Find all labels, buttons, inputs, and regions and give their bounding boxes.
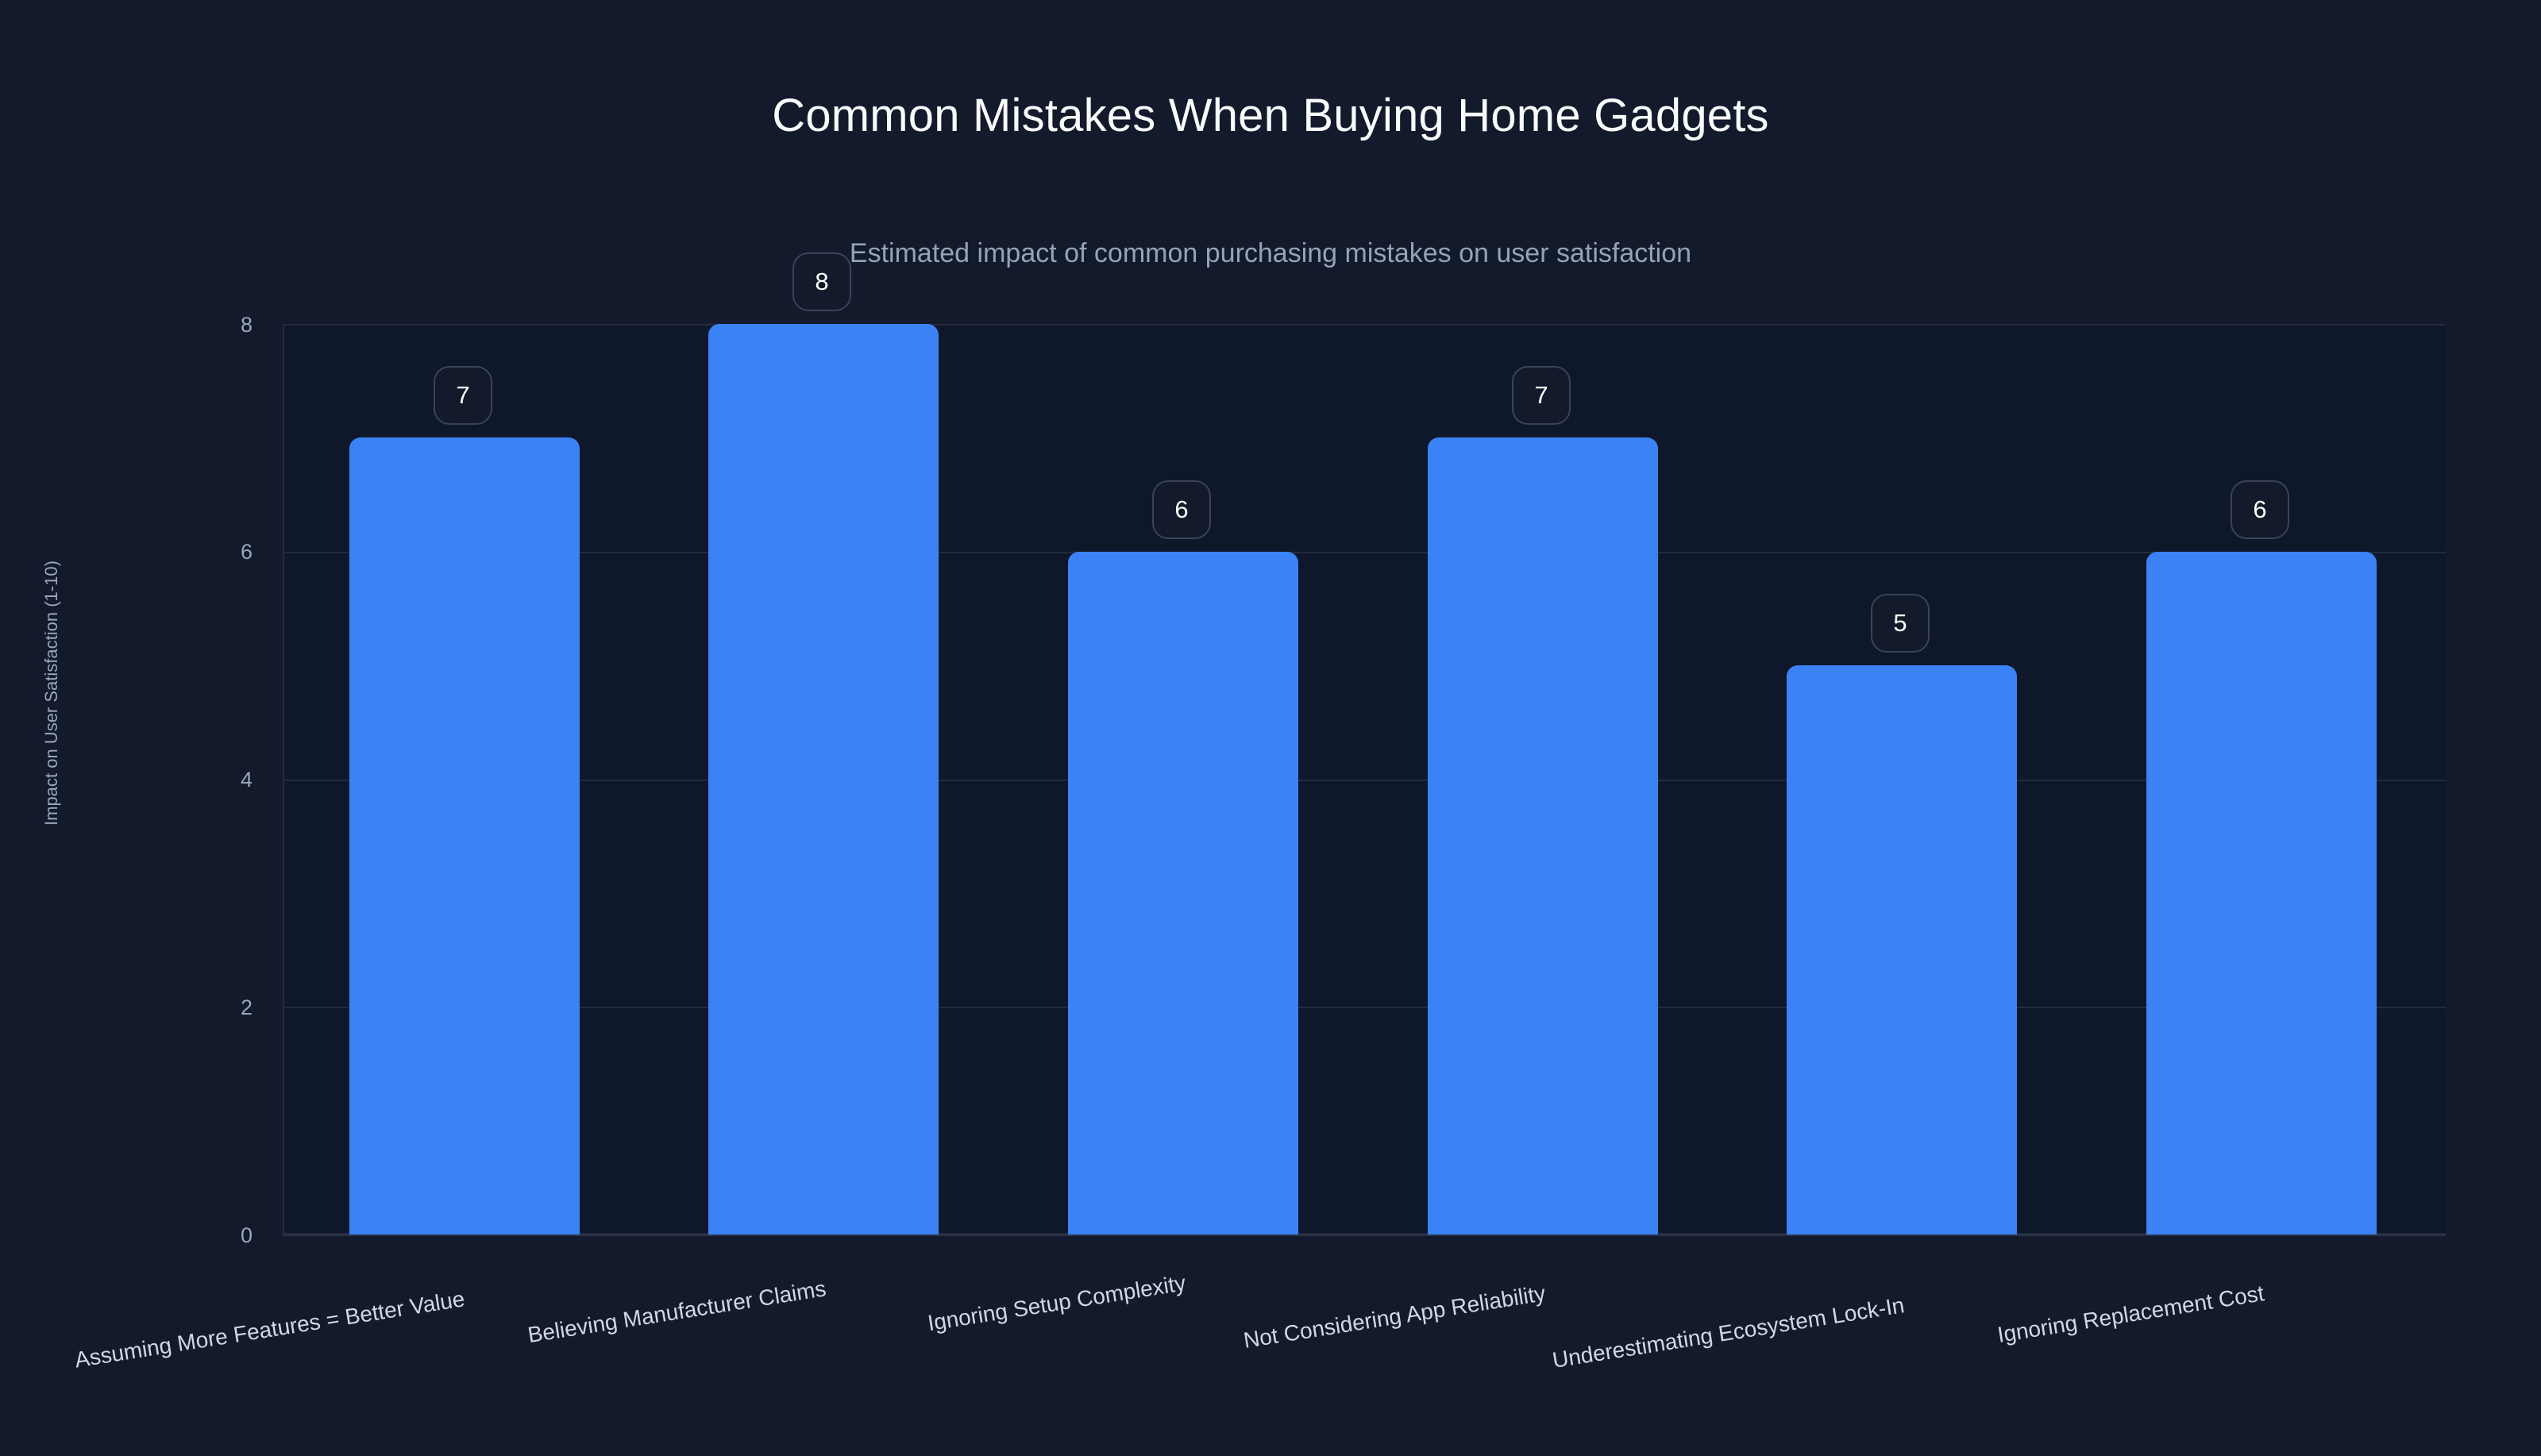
bar-ignoring-replacement-cost[interactable] bbox=[2146, 552, 2377, 1235]
value-badge-1: 7 bbox=[434, 366, 492, 425]
bar-assuming-more-features[interactable] bbox=[349, 437, 580, 1235]
value-badge-6: 6 bbox=[2231, 480, 2289, 539]
value-badge-5: 5 bbox=[1871, 594, 1930, 653]
plot-area bbox=[283, 324, 2446, 1235]
y-tick-label-8: 8 bbox=[240, 313, 253, 337]
gridline-6 bbox=[284, 552, 2446, 553]
value-badge-3: 6 bbox=[1152, 480, 1211, 539]
bar-not-considering-app-reliability[interactable] bbox=[1428, 437, 1658, 1235]
chart-subtitle: Estimated impact of common purchasing mi… bbox=[849, 238, 1692, 268]
bar-underestimating-ecosystem-lock-in[interactable] bbox=[1787, 665, 2017, 1235]
bar-believing-manufacturer-claims[interactable] bbox=[708, 324, 939, 1235]
gridline-8 bbox=[284, 324, 2446, 325]
chart-title: Common Mistakes When Buying Home Gadgets bbox=[772, 90, 1769, 141]
bar-ignoring-setup-complexity[interactable] bbox=[1068, 552, 1298, 1235]
x-axis-baseline bbox=[283, 1235, 2446, 1236]
gridline-2 bbox=[284, 1007, 2446, 1008]
y-tick-label-0: 0 bbox=[240, 1223, 253, 1247]
gridline-4 bbox=[284, 780, 2446, 781]
value-badge-2: 8 bbox=[792, 252, 851, 311]
gridline-0 bbox=[284, 1233, 2446, 1235]
y-tick-label-6: 6 bbox=[240, 540, 253, 564]
y-axis-title: Impact on User Satisfaction (1-10) bbox=[41, 560, 61, 826]
y-tick-label-4: 4 bbox=[240, 768, 253, 792]
value-badge-4: 7 bbox=[1512, 366, 1571, 425]
y-tick-label-2: 2 bbox=[240, 996, 253, 1019]
